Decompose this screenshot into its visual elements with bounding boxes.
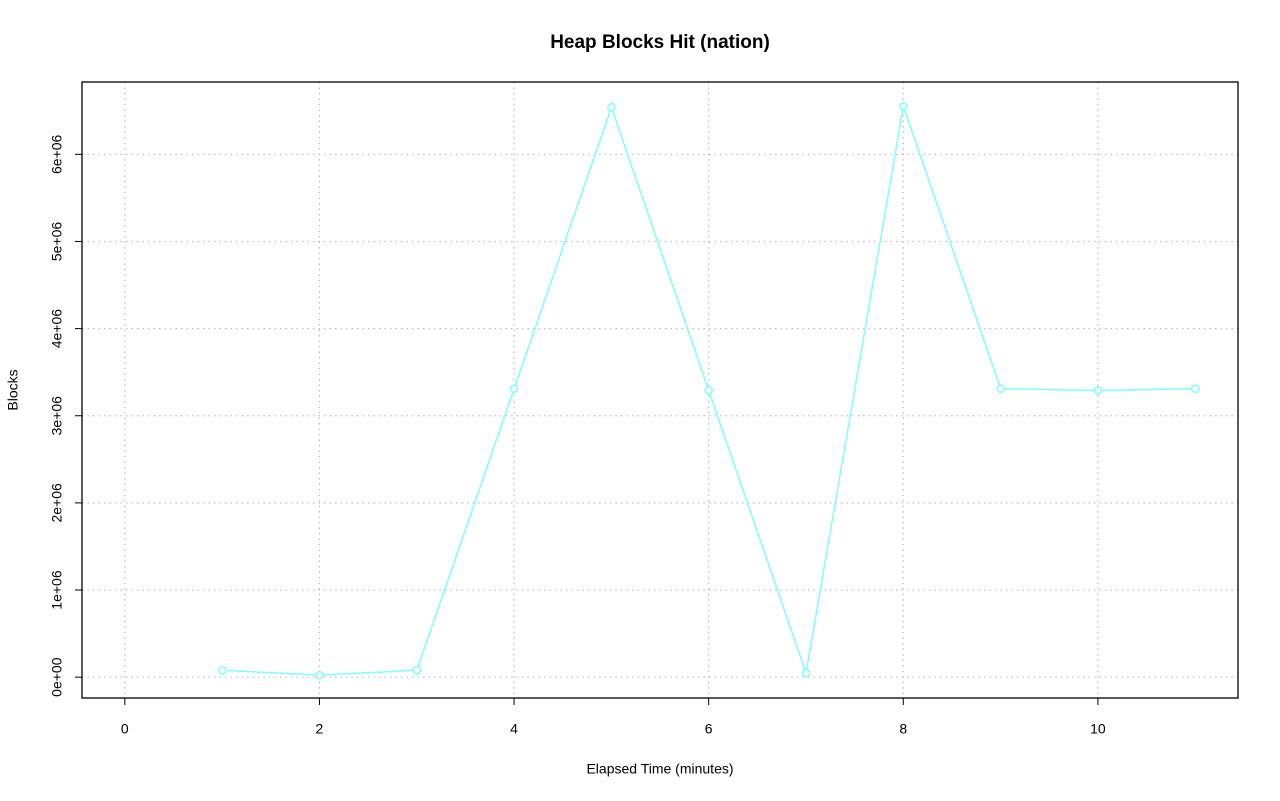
data-point [412, 665, 422, 675]
data-point [898, 102, 908, 111]
data-point [315, 670, 324, 680]
data-point [1093, 386, 1103, 395]
data-point [704, 386, 714, 395]
data-point [801, 668, 811, 678]
data-point [217, 665, 227, 675]
plot-layer: 0e+00 1e+06 2e+06 3e+06 4e+06 5e+06 6e+06 0 2 4 6 8… [49, 82, 1238, 737]
y-axis-label: Blocks [5, 369, 21, 410]
data-point [606, 102, 616, 112]
y-tick-label: 3e+06 [49, 396, 65, 436]
x-tick-label: 8 [899, 721, 907, 737]
data-point [509, 384, 519, 394]
y-tick-label: 1e+06 [49, 570, 65, 610]
y-tick-label: 5e+06 [49, 222, 65, 262]
y-tick-label: 6e+06 [49, 134, 65, 174]
x-axis-label: Elapsed Time (minutes) [586, 761, 733, 777]
y-tick-label: 4e+06 [49, 309, 65, 349]
x-tick-label: 6 [705, 721, 713, 737]
x-tick-label: 0 [121, 721, 129, 737]
y-tick-label: 2e+06 [49, 483, 65, 523]
x-tick-label: 4 [510, 721, 518, 737]
chart-title: Heap Blocks Hit (nation) [550, 32, 770, 53]
x-tick-label: 10 [1090, 721, 1106, 737]
plot-frame [81, 81, 1239, 699]
data-point [996, 384, 1005, 394]
x-tick-label: 2 [316, 721, 324, 737]
y-tick-label: 0e+00 [49, 657, 65, 697]
data-point [1190, 384, 1200, 394]
